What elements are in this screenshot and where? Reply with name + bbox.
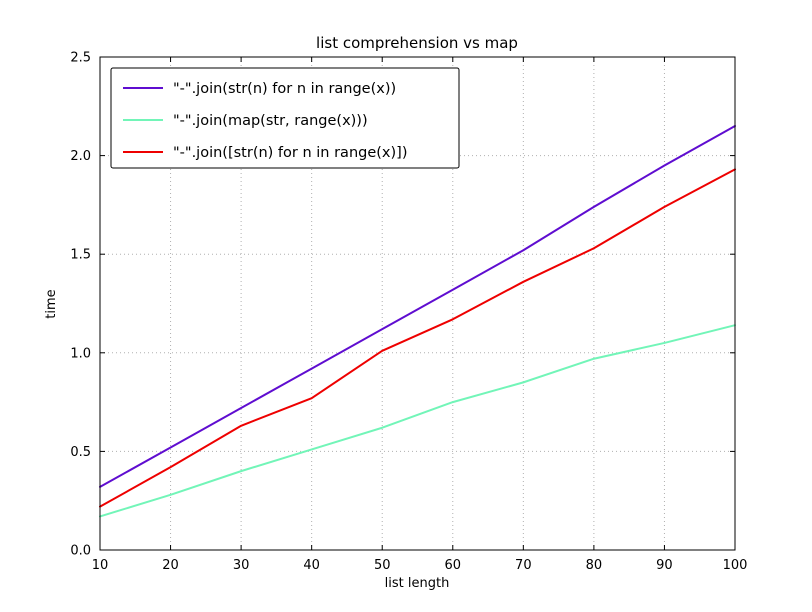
x-tick-label: 20 [162,558,179,573]
y-tick-label: 1.0 [70,346,91,361]
y-tick-label: 0.0 [70,544,91,559]
x-tick-label: 40 [303,558,320,573]
chart-title: list comprehension vs map [316,34,518,52]
x-tick-label: 90 [656,558,673,573]
x-tick-label: 10 [92,558,109,573]
legend-label-2: "-".join([str(n) for n in range(x)]) [173,145,407,161]
tick-labels: 10 20 30 40 50 60 70 80 90 100 0.0 0.5 1.0 1.5 2.0 2.5 [70,51,747,574]
x-tick-label: 30 [233,558,250,573]
axes-frame [99,56,736,551]
x-tick-label: 50 [374,558,391,573]
x-tick-label: 60 [445,558,462,573]
legend-label-1: "-".join(map(str, range(x))) [173,113,368,129]
series-line-2 [99,168,736,508]
y-tick-label: 1.5 [70,248,91,263]
y-tick-label: 2.5 [70,51,91,66]
series-line-1 [99,324,736,518]
legend-box [110,67,460,169]
series-line-0 [99,125,736,488]
legend: "-".join(str(n) for n in range(x)) "-".jo… [110,67,460,169]
legend-label-0: "-".join(str(n) for n in range(x)) [173,81,396,97]
y-tick-label: 0.5 [70,445,91,460]
tick-marks [99,56,736,551]
y-tick-label: 2.0 [70,149,91,164]
y-axis-label: time [44,289,59,318]
x-tick-label: 80 [586,558,603,573]
x-tick-label: 70 [515,558,532,573]
x-axis-label: list length [385,576,450,591]
x-tick-label: 100 [723,558,748,573]
